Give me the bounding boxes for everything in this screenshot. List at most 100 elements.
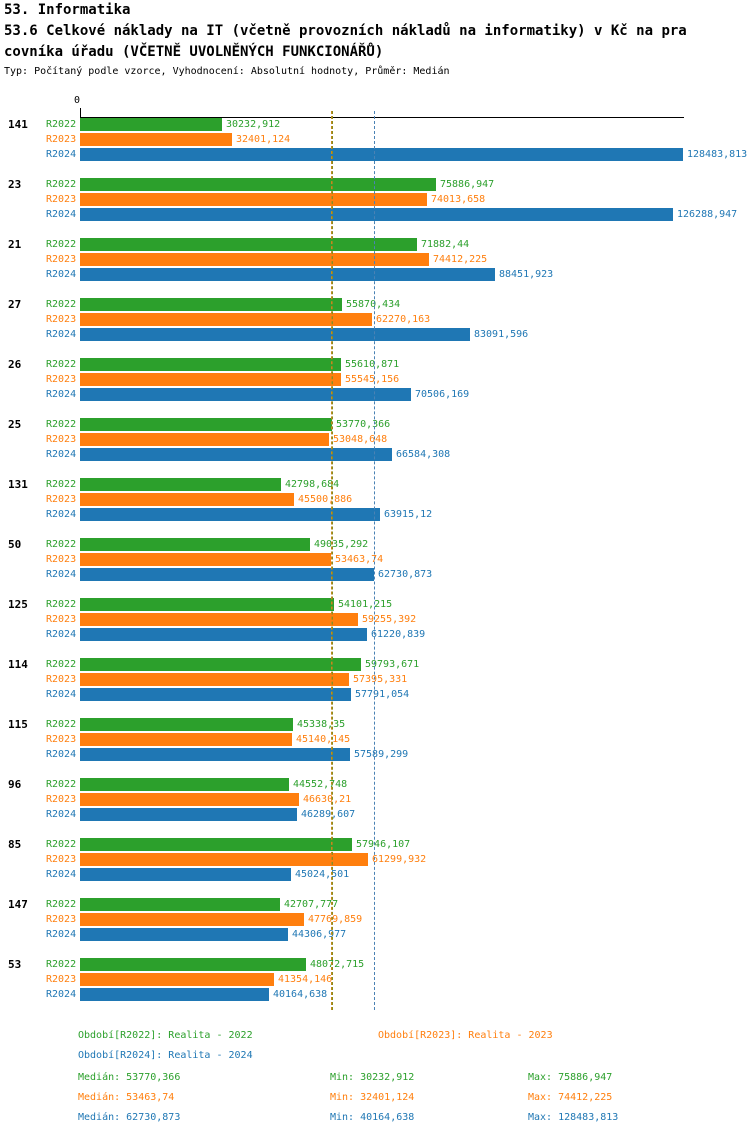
bar-r2023-25 [80, 433, 329, 446]
row-group-label-85: 85 [8, 838, 22, 851]
bar-value-r2022-21: 71882,44 [421, 239, 470, 250]
bar-value-r2024-23: 126288,947 [677, 209, 738, 220]
stat-max-r2024: Max: 128483,813 [528, 1112, 619, 1123]
bar-value-r2023-26: 55545,156 [345, 374, 400, 385]
row-group-label-27: 27 [8, 298, 22, 311]
bar-value-r2024-125: 61220,839 [371, 629, 426, 640]
bar-value-r2024-96: 46289,607 [301, 809, 356, 820]
bar-r2024-85 [80, 868, 291, 881]
row-series-label-r2022-85: R2022 [46, 839, 77, 850]
row-series-label-r2024-26: R2024 [46, 389, 77, 400]
bar-value-r2022-96: 44552,748 [293, 779, 348, 790]
row-series-label-r2024-147: R2024 [46, 929, 77, 940]
bar-r2023-131 [80, 493, 294, 506]
row-group-label-26: 26 [8, 358, 22, 371]
bar-value-r2024-26: 70506,169 [415, 389, 470, 400]
row-series-label-r2023-53: R2023 [46, 974, 77, 985]
bar-r2023-114 [80, 673, 349, 686]
bar-value-r2022-85: 57946,107 [356, 839, 411, 850]
row-group-label-131: 131 [8, 478, 28, 491]
row-series-label-r2024-141: R2024 [46, 149, 77, 160]
stat-median-r2023: Medián: 53463,74 [78, 1092, 175, 1103]
row-group-label-25: 25 [8, 418, 22, 431]
stat-min-r2023: Min: 32401,124 [330, 1092, 415, 1103]
row-group-label-23: 23 [8, 178, 22, 191]
stat-min-r2022: Min: 30232,912 [330, 1072, 415, 1083]
row-series-label-r2023-50: R2023 [46, 554, 77, 565]
stat-max-r2023: Max: 74412,225 [528, 1092, 613, 1103]
row-series-label-r2024-131: R2024 [46, 509, 77, 520]
bar-value-r2024-115: 57589,299 [354, 749, 409, 760]
bar-r2023-115 [80, 733, 292, 746]
row-group-label-125: 125 [8, 598, 28, 611]
bar-value-r2022-23: 75886,947 [440, 179, 495, 190]
bar-r2024-23 [80, 208, 673, 221]
bar-value-r2022-53: 48072,715 [310, 959, 365, 970]
row-series-label-r2023-85: R2023 [46, 854, 77, 865]
bar-value-r2023-53: 41354,146 [278, 974, 333, 985]
bar-r2024-96 [80, 808, 297, 821]
bar-value-r2022-115: 45338,35 [297, 719, 346, 730]
bar-value-r2023-21: 74412,225 [433, 254, 488, 265]
bar-r2023-141 [80, 133, 232, 146]
row-group-label-21: 21 [8, 238, 22, 251]
bar-value-r2024-25: 66584,308 [396, 449, 451, 460]
row-series-label-r2024-96: R2024 [46, 809, 77, 820]
row-series-label-r2022-147: R2022 [46, 899, 77, 910]
bar-value-r2022-141: 30232,912 [226, 119, 281, 130]
bar-value-r2022-25: 53770,366 [336, 419, 391, 430]
row-series-label-r2022-141: R2022 [46, 119, 77, 130]
row-series-label-r2022-27: R2022 [46, 299, 77, 310]
bar-value-r2024-21: 88451,923 [499, 269, 554, 280]
bar-value-r2023-141: 32401,124 [236, 134, 291, 145]
bar-value-r2022-27: 55870,434 [346, 299, 401, 310]
bar-value-r2022-50: 49035,292 [314, 539, 369, 550]
row-series-label-r2024-50: R2024 [46, 569, 77, 580]
bar-r2023-96 [80, 793, 299, 806]
row-series-label-r2024-125: R2024 [46, 629, 77, 640]
bar-r2023-27 [80, 313, 372, 326]
median-line-r2024 [374, 111, 375, 1010]
stat-median-r2024: Medián: 62730,873 [78, 1112, 181, 1123]
row-series-label-r2022-114: R2022 [46, 659, 77, 670]
bar-r2024-147 [80, 928, 288, 941]
bar-r2023-50 [80, 553, 331, 566]
bar-r2024-26 [80, 388, 411, 401]
bar-r2024-131 [80, 508, 380, 521]
row-series-label-r2024-25: R2024 [46, 449, 77, 460]
bar-r2023-53 [80, 973, 274, 986]
axis-line [80, 117, 684, 118]
bar-value-r2024-131: 63915,12 [384, 509, 433, 520]
bar-value-r2024-141: 128483,813 [687, 149, 748, 160]
row-series-label-r2024-23: R2024 [46, 209, 77, 220]
bar-r2022-23 [80, 178, 436, 191]
row-series-label-r2022-25: R2022 [46, 419, 77, 430]
bar-value-r2023-96: 46630,21 [303, 794, 352, 805]
bar-value-r2024-50: 62730,873 [378, 569, 433, 580]
row-series-label-r2024-85: R2024 [46, 869, 77, 880]
bar-r2022-147 [80, 898, 280, 911]
axis-zero-label: 0 [74, 95, 81, 106]
row-series-label-r2023-96: R2023 [46, 794, 77, 805]
page-subtitle-line1: 53.6 Celkové náklady na IT (včetně provo… [4, 23, 687, 39]
row-series-label-r2023-25: R2023 [46, 434, 77, 445]
row-series-label-r2024-21: R2024 [46, 269, 77, 280]
row-series-label-r2024-27: R2024 [46, 329, 77, 340]
bar-value-r2023-131: 45500,886 [298, 494, 353, 505]
row-series-label-r2023-141: R2023 [46, 134, 77, 145]
bar-r2023-147 [80, 913, 304, 926]
bar-r2024-125 [80, 628, 367, 641]
bar-value-r2023-115: 45140,145 [296, 734, 351, 745]
row-series-label-r2022-23: R2022 [46, 179, 77, 190]
bar-r2023-125 [80, 613, 358, 626]
legend-item-r2023: Období[R2023]: Realita - 2023 [378, 1030, 553, 1041]
bar-r2024-50 [80, 568, 374, 581]
bar-r2024-115 [80, 748, 350, 761]
bar-value-r2024-147: 44306,977 [292, 929, 347, 940]
row-series-label-r2023-147: R2023 [46, 914, 77, 925]
row-series-label-r2023-125: R2023 [46, 614, 77, 625]
bar-value-r2022-26: 55610,871 [345, 359, 400, 370]
bar-value-r2022-114: 59793,671 [365, 659, 420, 670]
axis-tick [80, 108, 81, 117]
bar-r2024-27 [80, 328, 470, 341]
